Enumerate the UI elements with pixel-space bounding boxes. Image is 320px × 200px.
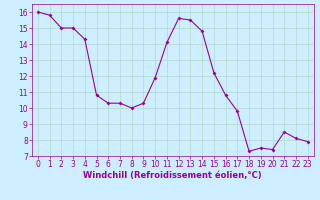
X-axis label: Windchill (Refroidissement éolien,°C): Windchill (Refroidissement éolien,°C): [84, 171, 262, 180]
